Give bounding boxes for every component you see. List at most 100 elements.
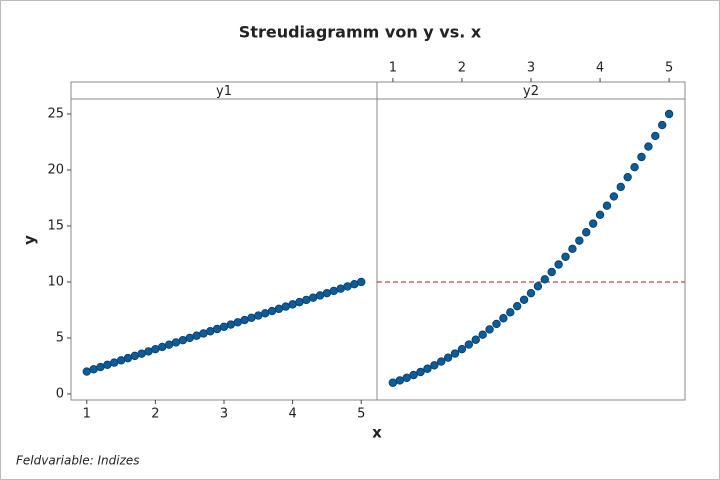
point bbox=[644, 142, 653, 151]
point bbox=[395, 376, 404, 385]
x-tick-label: 2 bbox=[151, 407, 159, 422]
point bbox=[658, 120, 667, 130]
x-tick-label: 4 bbox=[288, 407, 296, 422]
panel bbox=[376, 98, 686, 401]
point bbox=[402, 373, 411, 383]
point bbox=[485, 325, 494, 334]
point bbox=[212, 324, 222, 334]
point bbox=[130, 351, 140, 361]
point bbox=[492, 319, 501, 329]
point bbox=[423, 364, 432, 373]
point bbox=[602, 201, 612, 210]
point bbox=[623, 172, 632, 182]
point bbox=[547, 267, 556, 277]
point bbox=[568, 244, 577, 254]
y-tick-label: 0 bbox=[56, 386, 64, 401]
point bbox=[609, 192, 619, 201]
point bbox=[288, 300, 297, 309]
x-tick-label: 5 bbox=[665, 61, 673, 76]
y-tick-label: 25 bbox=[47, 107, 64, 122]
point bbox=[103, 360, 112, 370]
point bbox=[343, 282, 352, 291]
point bbox=[178, 336, 188, 345]
point bbox=[116, 356, 126, 365]
point bbox=[437, 357, 446, 366]
panel-label: y1 bbox=[216, 84, 232, 99]
point bbox=[664, 109, 674, 119]
y-tick-label: 20 bbox=[47, 162, 64, 177]
y-tick-label: 5 bbox=[56, 330, 64, 345]
point bbox=[233, 318, 242, 327]
point bbox=[89, 365, 98, 374]
y-tick-label: 10 bbox=[47, 274, 64, 289]
point bbox=[315, 291, 325, 300]
point bbox=[450, 349, 460, 358]
point bbox=[430, 361, 439, 370]
chart-title: Streudiagramm von y vs. x bbox=[239, 23, 482, 42]
point bbox=[506, 308, 515, 317]
x-axis-label: x bbox=[372, 424, 382, 442]
x-tick-label: 1 bbox=[83, 407, 91, 422]
point bbox=[561, 252, 570, 261]
point bbox=[171, 338, 181, 347]
point bbox=[478, 330, 487, 339]
point bbox=[533, 282, 543, 291]
x-tick-label: 4 bbox=[596, 61, 604, 76]
point bbox=[630, 162, 639, 172]
point bbox=[457, 344, 467, 354]
point bbox=[499, 314, 508, 323]
point bbox=[260, 309, 270, 318]
point bbox=[416, 367, 425, 377]
point bbox=[267, 306, 277, 316]
point bbox=[281, 302, 290, 311]
footnote: Feldvariable: Indizes bbox=[16, 454, 140, 468]
point bbox=[329, 286, 338, 296]
point bbox=[336, 284, 345, 293]
point bbox=[274, 304, 284, 314]
point bbox=[295, 297, 304, 307]
x-tick-label: 3 bbox=[220, 407, 228, 422]
y-tick-label: 15 bbox=[47, 218, 64, 233]
point bbox=[82, 367, 91, 376]
point bbox=[192, 331, 201, 340]
point bbox=[519, 295, 529, 304]
point bbox=[151, 344, 160, 354]
point bbox=[512, 301, 522, 311]
point bbox=[123, 353, 133, 363]
point bbox=[651, 131, 660, 141]
point bbox=[110, 358, 119, 367]
point bbox=[164, 340, 174, 349]
point bbox=[185, 333, 194, 343]
point bbox=[240, 315, 249, 325]
panel bbox=[70, 98, 378, 401]
point bbox=[357, 277, 366, 287]
y-axis-label: y bbox=[21, 235, 39, 245]
point bbox=[206, 327, 215, 336]
point bbox=[322, 288, 332, 298]
point bbox=[588, 219, 598, 228]
point bbox=[199, 329, 208, 338]
point bbox=[582, 228, 591, 237]
point bbox=[219, 322, 229, 331]
x-tick-label: 1 bbox=[389, 61, 397, 76]
x-tick-label: 5 bbox=[357, 407, 365, 422]
point bbox=[302, 295, 311, 305]
point bbox=[350, 280, 359, 289]
point bbox=[637, 152, 646, 162]
panel-label: y2 bbox=[523, 84, 539, 99]
point bbox=[96, 362, 105, 372]
point bbox=[554, 260, 563, 269]
point bbox=[158, 342, 167, 352]
point bbox=[388, 378, 398, 387]
x-tick-label: 3 bbox=[527, 61, 535, 76]
point bbox=[144, 347, 153, 356]
point bbox=[409, 370, 418, 380]
point bbox=[443, 353, 453, 362]
point bbox=[254, 311, 263, 320]
point bbox=[575, 236, 584, 245]
x-tick-label: 2 bbox=[458, 61, 466, 76]
point bbox=[595, 210, 605, 219]
point bbox=[137, 349, 146, 358]
point bbox=[464, 340, 474, 349]
